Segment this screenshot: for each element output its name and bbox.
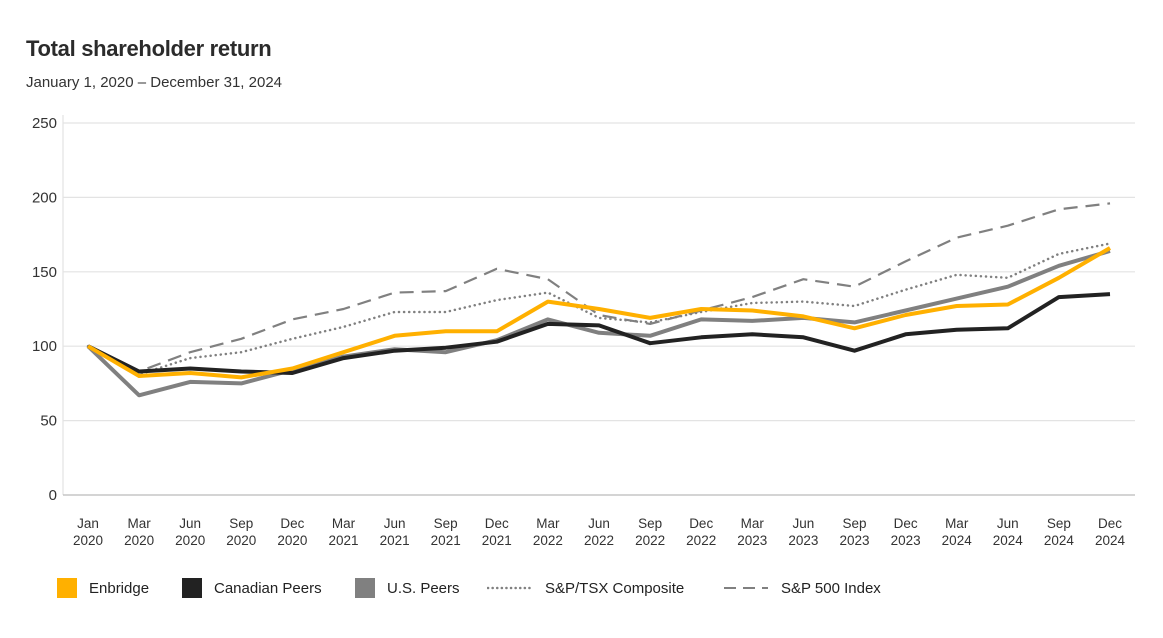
chart-subtitle: January 1, 2020 – December 31, 2024 <box>26 74 283 91</box>
x-tick-label-year: 2024 <box>1044 533 1075 548</box>
x-tick-label-year: 2024 <box>1095 533 1126 548</box>
x-tick-label-month: Jun <box>179 516 201 531</box>
y-tick-label: 100 <box>32 338 57 355</box>
x-tick-label-year: 2020 <box>226 533 256 548</box>
legend-label: U.S. Peers <box>387 579 460 597</box>
x-tick-label-month: Jun <box>588 516 610 531</box>
x-tick-label-year: 2021 <box>380 533 410 548</box>
legend-swatch <box>57 578 77 598</box>
x-tick-label-month: Mar <box>536 516 560 531</box>
x-tick-label-month: Sep <box>842 516 866 531</box>
legend-swatch <box>724 587 768 589</box>
legend-label: Enbridge <box>89 579 150 597</box>
series-line-enbridge <box>86 246 1112 380</box>
x-tick-label-month: Sep <box>638 516 662 531</box>
x-tick-label-month: Mar <box>332 516 356 531</box>
x-tick-label-month: Jan <box>77 516 99 531</box>
legend-label: Canadian Peers <box>214 579 322 597</box>
legend-swatch <box>487 586 533 590</box>
x-tick-label-year: 2024 <box>942 533 973 548</box>
legend-swatch <box>182 578 202 598</box>
x-tick-label-month: Mar <box>945 516 969 531</box>
x-tick-label-month: Jun <box>384 516 406 531</box>
legend-item: S&P 500 Index <box>723 578 881 598</box>
legend-label: S&P/TSX Composite <box>545 579 685 597</box>
y-tick-label: 150 <box>32 264 57 281</box>
x-tick-label-year: 2022 <box>686 533 716 548</box>
x-tick-label-year: 2021 <box>431 533 461 548</box>
x-tick-label-year: 2020 <box>175 533 205 548</box>
legend-item: U.S. Peers <box>355 578 460 598</box>
x-tick-label-year: 2020 <box>73 533 103 548</box>
legend-item: Canadian Peers <box>182 578 322 598</box>
x-tick-label-month: Sep <box>229 516 253 531</box>
x-tick-label-month: Dec <box>1098 516 1122 531</box>
x-tick-label-year: 2024 <box>993 533 1024 548</box>
x-tick-label-year: 2020 <box>277 533 307 548</box>
y-tick-label: 50 <box>40 413 57 430</box>
legend-item: Enbridge <box>57 578 149 598</box>
x-tick-label-year: 2023 <box>788 533 818 548</box>
x-tick-label-year: 2023 <box>737 533 767 548</box>
series-line-u-s-peers <box>86 249 1111 398</box>
x-tick-label-month: Dec <box>485 516 509 531</box>
x-tick-label-month: Mar <box>127 516 151 531</box>
x-tick-label-month: Jun <box>793 516 815 531</box>
x-tick-label-year: 2023 <box>839 533 869 548</box>
x-tick-label-month: Dec <box>280 516 304 531</box>
x-tick-label-year: 2021 <box>328 533 358 548</box>
x-tick-label-year: 2021 <box>482 533 512 548</box>
y-tick-label: 200 <box>32 189 57 206</box>
x-tick-label-month: Sep <box>1047 516 1071 531</box>
series-line-s-p-500-index <box>87 202 1111 373</box>
x-tick-label-year: 2022 <box>533 533 563 548</box>
y-tick-label: 0 <box>49 487 57 504</box>
legend-swatch <box>355 578 375 598</box>
x-tick-label-month: Jun <box>997 516 1019 531</box>
x-tick-label-year: 2023 <box>891 533 921 548</box>
x-tick-label-month: Dec <box>689 516 713 531</box>
chart-title: Total shareholder return <box>26 36 272 61</box>
x-tick-label-year: 2022 <box>635 533 665 548</box>
x-tick-label-month: Sep <box>434 516 458 531</box>
x-tick-label-month: Dec <box>894 516 918 531</box>
x-tick-label-year: 2022 <box>584 533 614 548</box>
legend-label: S&P 500 Index <box>781 579 881 597</box>
x-tick-label-year: 2020 <box>124 533 154 548</box>
legend-item: S&P/TSX Composite <box>487 578 684 598</box>
y-tick-label: 250 <box>32 115 57 132</box>
x-tick-label-month: Mar <box>741 516 765 531</box>
